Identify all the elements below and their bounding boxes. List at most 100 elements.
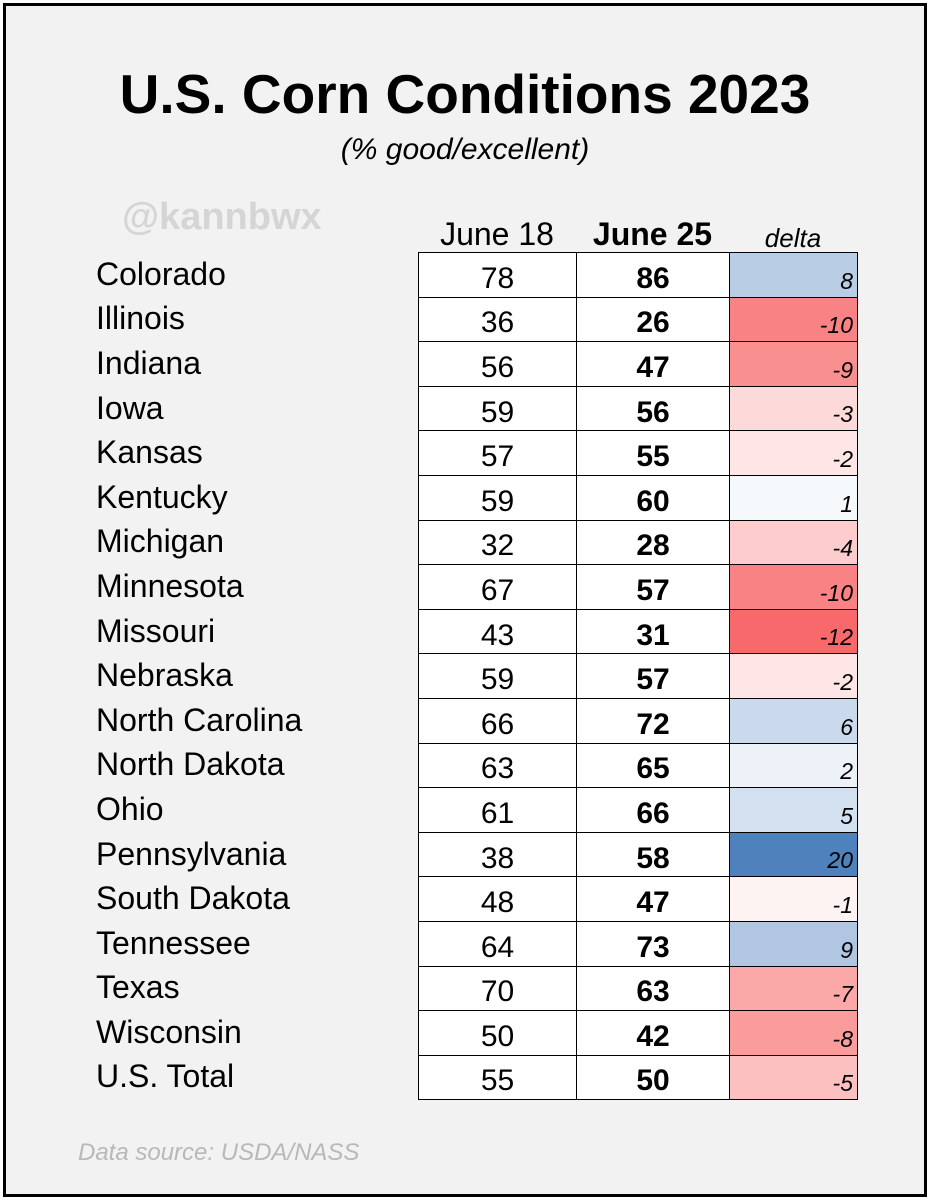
watermark: @kannbwx bbox=[122, 196, 322, 238]
state-label: North Dakota bbox=[96, 746, 285, 783]
june-25-value: 42 bbox=[577, 1011, 730, 1056]
delta-value: -1 bbox=[730, 877, 858, 922]
june-18-value: 48 bbox=[419, 877, 577, 922]
state-labels: Colorado Illinois Indiana Iowa Kansas Kentuck… bbox=[96, 252, 302, 1099]
data-source: Data source: USDA/NASS bbox=[78, 1139, 360, 1166]
delta-value: -7 bbox=[730, 966, 858, 1012]
delta-value: -2 bbox=[730, 654, 858, 699]
june-18-value: 61 bbox=[419, 788, 577, 833]
delta-value: -2 bbox=[730, 431, 858, 476]
june-18-value: 66 bbox=[419, 698, 577, 744]
june-25-value: 55 bbox=[577, 431, 730, 476]
delta-value: 6 bbox=[730, 698, 858, 744]
table-row: 36 26 -10 bbox=[419, 297, 858, 343]
june-18-value: 57 bbox=[419, 431, 577, 476]
table-row: 32 28 -4 bbox=[419, 520, 858, 566]
june-25-value: 26 bbox=[577, 297, 730, 343]
state-label: Texas bbox=[96, 969, 180, 1006]
state-label: Iowa bbox=[96, 389, 164, 426]
june-25-value: 86 bbox=[577, 253, 730, 298]
state-label: Kansas bbox=[96, 434, 203, 471]
chart-title: U.S. Corn Conditions 2023 bbox=[119, 63, 811, 125]
june-25-value: 47 bbox=[577, 877, 730, 922]
june-18-value: 56 bbox=[419, 342, 577, 387]
june-18-value: 59 bbox=[419, 654, 577, 699]
delta-value: -8 bbox=[730, 1011, 858, 1056]
table-row: 48 47 -1 bbox=[419, 877, 858, 922]
state-label: Ohio bbox=[96, 790, 164, 827]
table-row: 64 73 9 bbox=[419, 921, 858, 967]
june-18-value: 64 bbox=[419, 921, 577, 967]
june-18-value: 36 bbox=[419, 297, 577, 343]
state-label: Minnesota bbox=[96, 567, 244, 604]
june-18-value: 55 bbox=[419, 1055, 577, 1101]
table-row: 67 57 -10 bbox=[419, 565, 858, 610]
june-18-value: 63 bbox=[419, 743, 577, 789]
table-row: 63 65 2 bbox=[419, 743, 858, 789]
table-row: 59 57 -2 bbox=[419, 654, 858, 699]
state-label: North Carolina bbox=[96, 701, 303, 738]
state-label: Pennsylvania bbox=[96, 835, 287, 872]
june-25-value: 57 bbox=[577, 654, 730, 699]
state-label: Missouri bbox=[96, 612, 216, 649]
june-18-value: 38 bbox=[419, 832, 577, 878]
table-row: 78 86 8 bbox=[419, 253, 858, 298]
june-25-value: 72 bbox=[577, 698, 730, 744]
state-label: Colorado bbox=[96, 255, 226, 292]
column-header-delta: delta bbox=[764, 223, 822, 253]
table-row: 38 58 20 bbox=[419, 832, 858, 878]
chart-subtitle: (% good/excellent) bbox=[340, 133, 590, 166]
delta-value: -9 bbox=[730, 342, 858, 387]
june-25-value: 50 bbox=[577, 1055, 730, 1101]
june-25-value: 65 bbox=[577, 743, 730, 789]
column-header-june-18: June 18 bbox=[440, 216, 554, 252]
state-label: Nebraska bbox=[96, 657, 233, 694]
june-18-value: 43 bbox=[419, 609, 577, 655]
june-25-value: 63 bbox=[577, 966, 730, 1012]
state-label: Michigan bbox=[96, 523, 225, 560]
table-row: 59 60 1 bbox=[419, 475, 858, 521]
table-row: 57 55 -2 bbox=[419, 431, 858, 476]
june-25-value: 31 bbox=[577, 609, 730, 655]
june-25-value: 60 bbox=[577, 475, 730, 521]
delta-value: 20 bbox=[730, 832, 858, 878]
june-18-value: 67 bbox=[419, 565, 577, 610]
june-25-value: 28 bbox=[577, 520, 730, 566]
delta-value: -3 bbox=[730, 386, 858, 432]
state-label: Kentucky bbox=[96, 478, 228, 515]
conditions-table: 78 86 8 36 26 -10 56 47 -9 59 56 -3 57 55 -2 59 60 1 32 28-… bbox=[418, 252, 858, 1101]
june-25-value: 66 bbox=[577, 788, 730, 833]
table-row: 55 50 -5 bbox=[419, 1055, 858, 1101]
state-label: Tennessee bbox=[96, 924, 251, 961]
delta-value: 8 bbox=[730, 253, 858, 298]
june-18-value: 32 bbox=[419, 520, 577, 566]
june-18-value: 50 bbox=[419, 1011, 577, 1056]
june-25-value: 57 bbox=[577, 565, 730, 610]
state-label: South Dakota bbox=[96, 880, 290, 917]
column-header-june-25: June 25 bbox=[592, 216, 713, 252]
table-row: 56 47 -9 bbox=[419, 342, 858, 387]
june-18-value: 70 bbox=[419, 966, 577, 1012]
state-label: Indiana bbox=[96, 344, 201, 381]
table-row: 66 72 6 bbox=[419, 698, 858, 744]
table-row: 59 56 -3 bbox=[419, 386, 858, 432]
table-row: 50 42 -8 bbox=[419, 1011, 858, 1056]
june-25-value: 58 bbox=[577, 832, 730, 878]
delta-value: -4 bbox=[730, 520, 858, 566]
june-18-value: 59 bbox=[419, 386, 577, 432]
june-25-value: 73 bbox=[577, 921, 730, 967]
state-label: U.S. Total bbox=[96, 1058, 235, 1095]
june-25-value: 47 bbox=[577, 342, 730, 387]
table-row: 61 66 5 bbox=[419, 788, 858, 833]
delta-value: -12 bbox=[730, 609, 858, 655]
state-label: Illinois bbox=[96, 300, 185, 337]
june-18-value: 59 bbox=[419, 475, 577, 521]
delta-value: 5 bbox=[730, 788, 858, 833]
june-18-value: 78 bbox=[419, 253, 577, 298]
state-label: Wisconsin bbox=[96, 1013, 242, 1050]
delta-value: -5 bbox=[730, 1055, 858, 1101]
delta-value: -10 bbox=[730, 297, 858, 343]
delta-value: 2 bbox=[730, 743, 858, 789]
june-25-value: 56 bbox=[577, 386, 730, 432]
table-row: 43 31 -12 bbox=[419, 609, 858, 655]
